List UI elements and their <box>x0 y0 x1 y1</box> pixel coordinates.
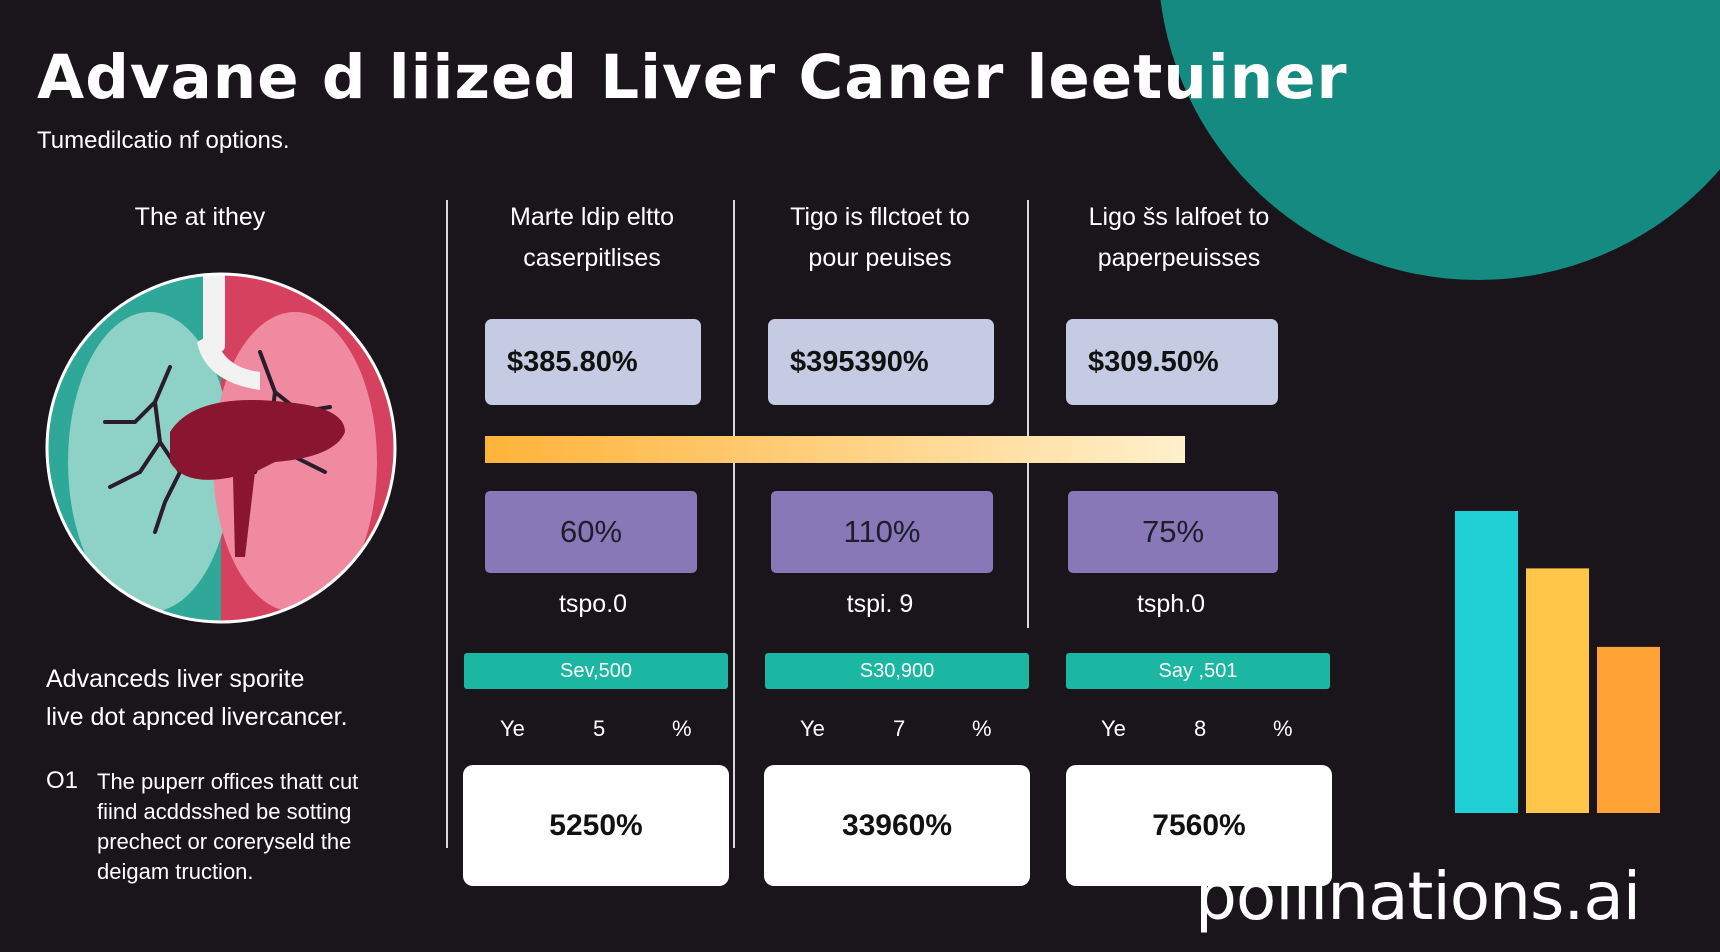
divider <box>446 200 448 848</box>
left-description: Advanceds liver sporite live dot apnced … <box>46 660 348 736</box>
bar <box>1526 568 1589 813</box>
column-heading-line: Ligo šs lalfoet to <box>1088 203 1270 231</box>
tsp-value: tspi. 9 <box>846 590 914 618</box>
column-heading-line: Tigo is fllctoet to <box>790 203 970 231</box>
page-title: Advane d liized Liver Caner leetuiner <box>37 42 1348 113</box>
left-description-line: live dot apnced livercancer. <box>46 703 348 731</box>
result-card: 33960% <box>764 765 1030 886</box>
ye-number: 5 <box>593 716 606 741</box>
note-line: fiind acddsshed be sotting <box>97 799 352 824</box>
column-heading-line: pour peuises <box>808 244 952 272</box>
ye-label: Ye <box>500 716 525 741</box>
ye-number: 7 <box>893 716 906 741</box>
bar-chart <box>1455 511 1660 813</box>
percent-box: 60% <box>485 491 697 573</box>
column-heading-line: Marte ldip eltto <box>510 203 674 231</box>
result-card: 5250% <box>463 765 729 886</box>
price-box: $385.80% <box>485 319 701 405</box>
liver-lungs-illustration-icon <box>45 272 397 624</box>
progress-gradient-bar <box>485 436 1185 463</box>
price-box: $395390% <box>768 319 994 405</box>
note-line: The puperr offices thatt cut <box>97 769 359 794</box>
bar <box>1455 511 1518 813</box>
left-heading: The at ithey <box>134 203 266 231</box>
column-heading-line: paperpeuisses <box>1097 244 1261 272</box>
note-line: deigam truction. <box>97 859 254 884</box>
note-line: prechect or coreryseld the <box>97 829 352 854</box>
column-heading: Tigo is fllctoet to pour peuises <box>735 197 1025 279</box>
percent-box: 110% <box>771 491 993 573</box>
bar <box>1597 646 1660 813</box>
ye-number: 8 <box>1194 716 1207 741</box>
column-heading: Marte ldip eltto caserpitlises <box>447 197 737 279</box>
divider <box>1027 200 1029 628</box>
result-card: 7560% <box>1066 765 1332 886</box>
ye-percent: % <box>972 716 992 741</box>
tsp-value: tsph.0 <box>1136 590 1206 618</box>
column-heading-line: caserpitlises <box>523 244 661 272</box>
watermark-text: pollinations.ai <box>1195 858 1641 935</box>
column-heading: Ligo šs lalfoet to paperpeuisses <box>1034 197 1324 279</box>
value-strip: Sev,500 <box>464 653 728 689</box>
percent-box: 75% <box>1068 491 1278 573</box>
value-strip: Say ,501 <box>1066 653 1330 689</box>
tsp-value: tspo.0 <box>558 590 628 618</box>
left-note: The puperr offices thatt cut fiind acdds… <box>97 767 358 887</box>
ye-percent: % <box>672 716 692 741</box>
value-strip: S30,900 <box>765 653 1029 689</box>
ye-percent: % <box>1273 716 1293 741</box>
divider <box>733 200 735 848</box>
step-number: O1 <box>46 767 79 794</box>
ye-label: Ye <box>1101 716 1126 741</box>
ye-label: Ye <box>800 716 825 741</box>
left-description-line: Advanceds liver sporite <box>46 665 305 693</box>
price-box: $309.50% <box>1066 319 1278 405</box>
page-subtitle: Tumedilcatio nf options. <box>37 127 290 154</box>
